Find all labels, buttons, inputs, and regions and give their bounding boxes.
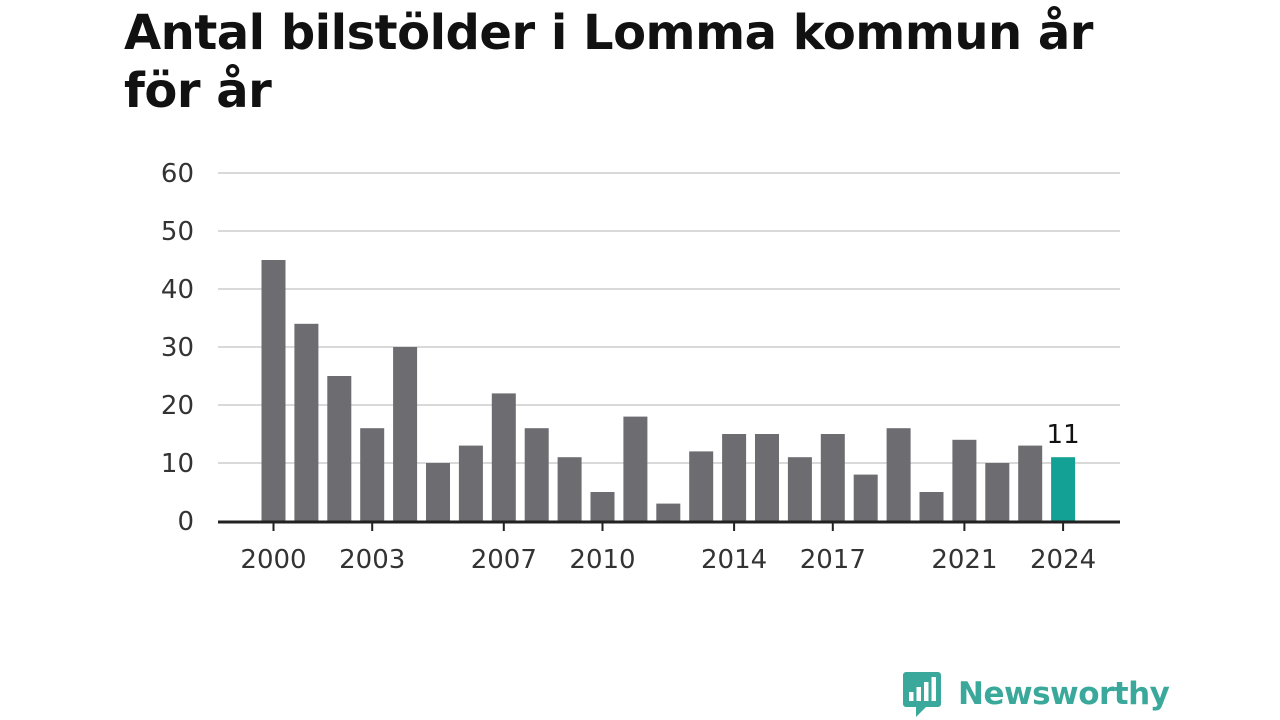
y-tick-label: 40 xyxy=(161,275,194,305)
x-tick-label: 2000 xyxy=(240,545,306,575)
bar-2023 xyxy=(1018,445,1043,521)
bar-2002 xyxy=(327,376,352,521)
x-tick-label: 2017 xyxy=(800,545,866,575)
y-tick-label: 0 xyxy=(177,507,194,537)
brand-name: Newsworthy xyxy=(958,676,1170,712)
chart-title: Antal bilstölder i Lomma kommun år för å… xyxy=(124,5,1093,119)
x-tick-label: 2021 xyxy=(931,545,997,575)
y-tick-label: 10 xyxy=(161,449,194,479)
bar-2011 xyxy=(623,416,648,521)
bar-2006 xyxy=(458,445,483,521)
y-axis-ticks: 0 10 20 30 40 50 60 xyxy=(161,159,194,537)
bar-2024 xyxy=(1051,457,1076,521)
data-label-2024: 11 xyxy=(1047,420,1080,450)
y-tick-label: 30 xyxy=(161,333,194,363)
bar-chart-speech-bubble-icon xyxy=(903,672,941,717)
bar-2020 xyxy=(919,492,944,521)
bar-2021 xyxy=(952,439,977,521)
bar-2013 xyxy=(689,451,714,521)
y-tick-label: 20 xyxy=(161,391,194,421)
x-tick-label: 2007 xyxy=(471,545,537,575)
y-tick-label: 60 xyxy=(161,159,194,189)
bar-2019 xyxy=(886,428,911,521)
bar-2000 xyxy=(261,260,286,521)
value-labels: 11 xyxy=(1047,420,1080,450)
bar-2022 xyxy=(985,463,1010,521)
x-tick-label: 2003 xyxy=(339,545,405,575)
bar-2017 xyxy=(820,434,845,521)
grid-lines xyxy=(218,172,1120,464)
newsworthy-logo: Newsworthy xyxy=(902,670,1170,718)
bar-2015 xyxy=(755,434,779,521)
bar-2004 xyxy=(393,347,418,521)
bar-2012 xyxy=(656,503,681,521)
x-tick-label: 2010 xyxy=(569,545,635,575)
bar-2007 xyxy=(491,393,516,521)
bars xyxy=(261,260,1076,521)
y-tick-label: 50 xyxy=(161,217,194,247)
bar-2008 xyxy=(524,428,549,521)
bar-2014 xyxy=(722,434,747,521)
bar-2010 xyxy=(590,492,615,521)
bar-2009 xyxy=(557,457,582,521)
bar-2003 xyxy=(360,428,385,521)
x-tick-label: 2014 xyxy=(701,545,767,575)
x-axis-ticks: 2000 2003 2007 2010 2014 2017 2021 2024 xyxy=(240,522,1096,575)
x-tick-label: 2024 xyxy=(1030,545,1096,575)
bar-2001 xyxy=(294,323,319,521)
bar-2018 xyxy=(853,474,878,521)
bar-2016 xyxy=(787,457,812,521)
bar-2005 xyxy=(426,463,450,521)
